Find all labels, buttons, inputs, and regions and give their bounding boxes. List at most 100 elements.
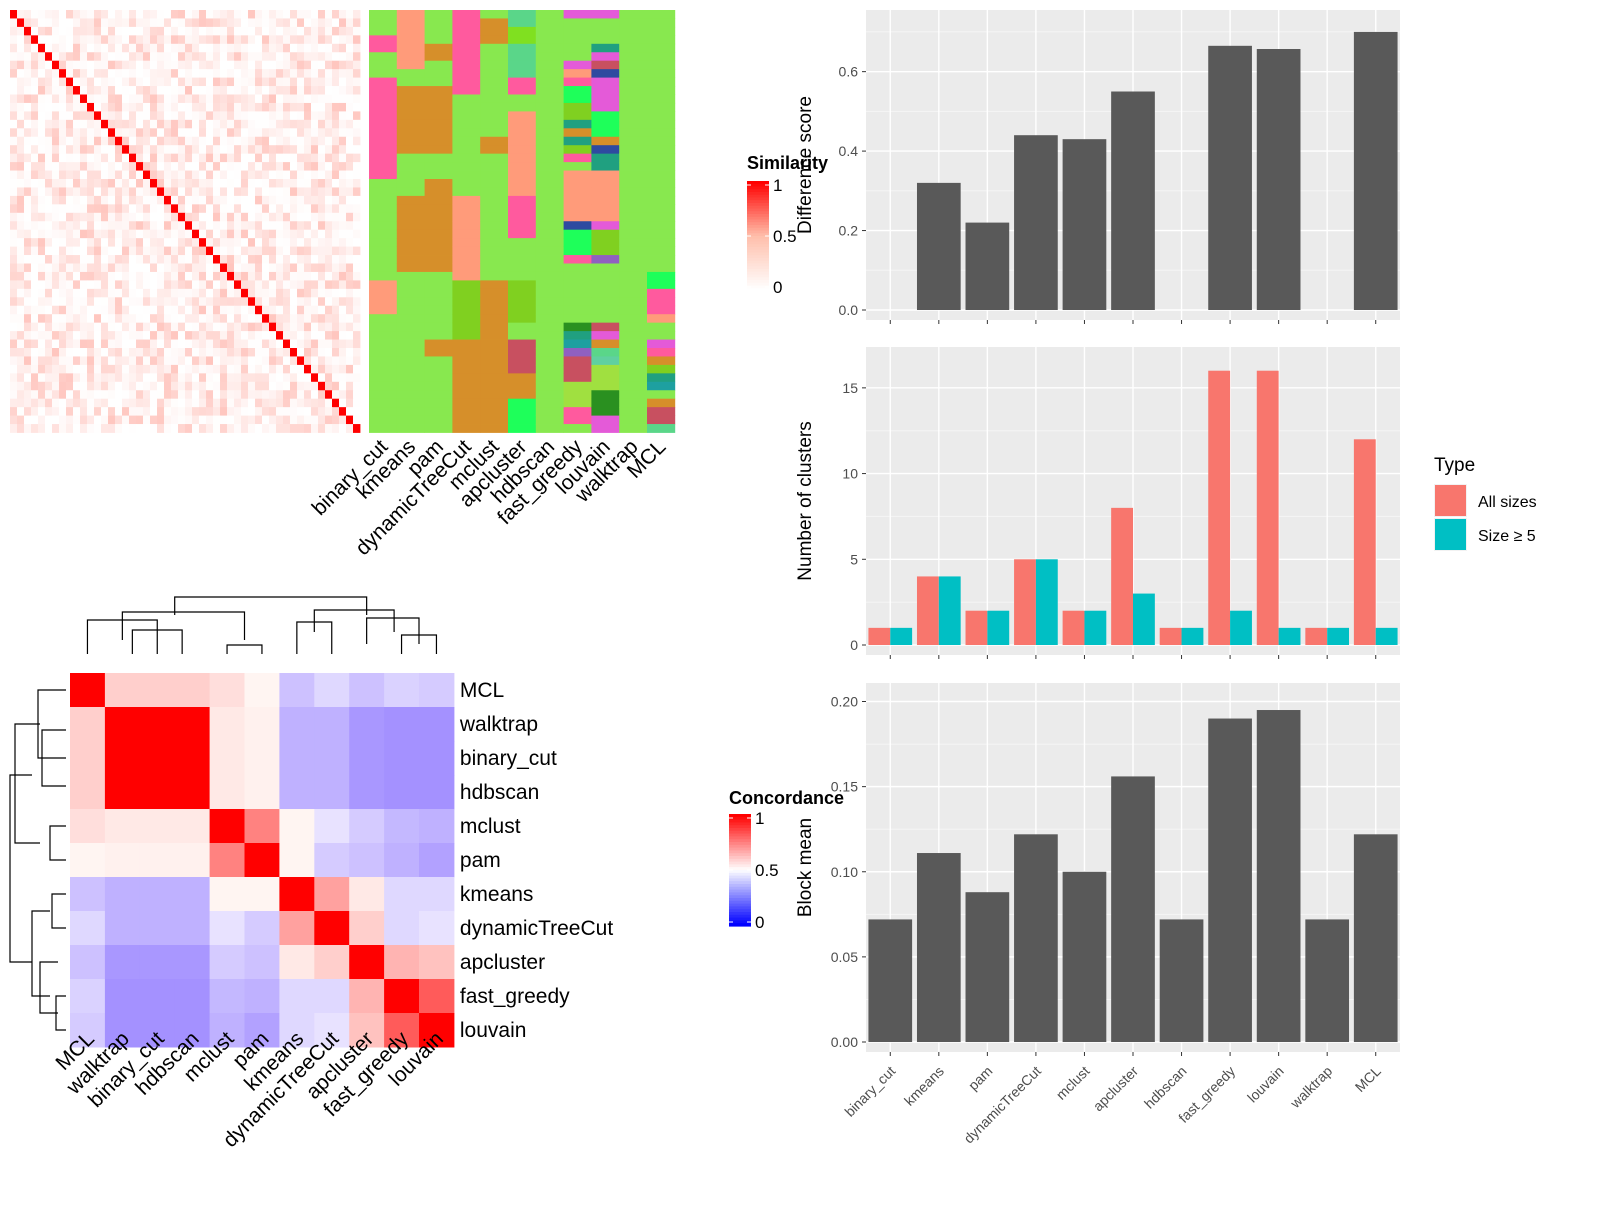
- similarity-cell: [150, 136, 158, 146]
- similarity-cell: [122, 102, 130, 112]
- assignment-cell: [452, 60, 481, 70]
- x-tick-label: mclust: [1053, 1063, 1093, 1103]
- assignment-cell: [452, 297, 481, 307]
- concordance-cell: [174, 843, 211, 878]
- similarity-cell: [332, 136, 340, 146]
- similarity-cell: [213, 424, 221, 433]
- assignment-cell: [619, 170, 648, 180]
- similarity-cell: [101, 162, 109, 171]
- similarity-cell: [59, 136, 67, 146]
- similarity-cell: [290, 69, 298, 78]
- similarity-cell: [353, 86, 361, 95]
- similarity-cell: [157, 331, 165, 340]
- concordance-cell: [174, 673, 211, 708]
- assignment-cell: [535, 407, 564, 416]
- similarity-cell: [157, 26, 165, 36]
- legend-gradient-step: [729, 816, 751, 821]
- similarity-cell: [304, 314, 312, 324]
- similarity-cell: [129, 221, 137, 231]
- similarity-cell: [101, 145, 109, 155]
- similarity-cell: [108, 415, 116, 425]
- similarity-cell: [290, 246, 298, 256]
- similarity-cell: [31, 314, 39, 324]
- assignment-cell: [452, 179, 481, 188]
- similarity-cell: [185, 280, 193, 290]
- assignment-cell: [563, 179, 592, 188]
- similarity-cell: [143, 263, 151, 273]
- similarity-cell: [164, 238, 172, 247]
- assignment-cell: [452, 424, 481, 433]
- similarity-cell: [346, 221, 354, 231]
- similarity-cell: [171, 35, 179, 45]
- similarity-cell: [255, 26, 263, 36]
- similarity-cell: [17, 195, 25, 205]
- similarity-cell: [332, 339, 340, 349]
- similarity-cell: [185, 179, 193, 188]
- similarity-cell: [255, 128, 263, 138]
- assignment-cell: [369, 187, 398, 197]
- similarity-cell: [80, 271, 88, 281]
- similarity-cell: [150, 69, 158, 78]
- assignment-cell: [535, 348, 564, 357]
- concordance-cell: [349, 843, 385, 878]
- similarity-cell: [304, 331, 312, 340]
- similarity-cell: [185, 10, 193, 19]
- similarity-cell: [178, 238, 186, 247]
- similarity-cell: [290, 60, 298, 70]
- similarity-cell: [150, 381, 158, 391]
- similarity-cell: [157, 77, 165, 87]
- similarity-cell: [108, 128, 116, 138]
- assignment-cell: [396, 43, 425, 53]
- similarity-cell: [283, 424, 291, 433]
- similarity-cell: [241, 314, 249, 324]
- similarity-cell: [234, 280, 242, 290]
- assignment-cell: [619, 162, 648, 171]
- similarity-cell: [115, 246, 123, 256]
- similarity-cell: [255, 35, 263, 45]
- similarity-cell: [276, 170, 284, 180]
- similarity-cell: [339, 119, 347, 129]
- similarity-cell: [108, 263, 116, 273]
- similarity-cell: [199, 297, 207, 307]
- assignment-cell: [480, 204, 509, 214]
- similarity-cell: [87, 94, 95, 104]
- similarity-cell: [45, 255, 53, 264]
- similarity-cell: [234, 162, 242, 171]
- assignment-cell: [424, 86, 453, 95]
- similarity-cell: [185, 204, 193, 214]
- similarity-cell: [52, 424, 60, 433]
- similarity-cell: [122, 246, 130, 256]
- similarity-cell: [59, 119, 67, 129]
- similarity-cell: [80, 238, 88, 247]
- similarity-cell: [248, 314, 256, 324]
- similarity-cell: [136, 69, 144, 78]
- similarity-cell: [234, 18, 242, 28]
- assignment-cell: [647, 373, 676, 383]
- similarity-cell: [185, 136, 193, 146]
- similarity-cell: [346, 86, 354, 95]
- similarity-cell: [10, 153, 18, 163]
- type-legend-title: Type: [1434, 455, 1475, 476]
- concordance-cell: [349, 673, 385, 708]
- similarity-cell: [45, 145, 53, 155]
- similarity-cell: [262, 187, 270, 197]
- similarity-cell: [304, 221, 312, 231]
- concordance-cell: [349, 1013, 385, 1048]
- similarity-cell: [24, 331, 32, 340]
- assignment-cell: [563, 77, 592, 87]
- similarity-cell: [164, 348, 172, 357]
- concordance-cell: [70, 1013, 106, 1048]
- similarity-cell: [269, 18, 277, 28]
- similarity-cell: [220, 263, 228, 273]
- similarity-cell: [94, 128, 102, 138]
- similarity-cell: [297, 35, 305, 45]
- similarity-cell: [332, 373, 340, 383]
- similarity-cell: [241, 69, 249, 78]
- similarity-cell: [241, 255, 249, 264]
- assignment-cell: [647, 52, 676, 62]
- assignment-cell: [396, 364, 425, 374]
- similarity-cell: [52, 390, 60, 400]
- similarity-cell: [325, 170, 333, 180]
- similarity-cell: [262, 322, 270, 332]
- similarity-cell: [234, 102, 242, 112]
